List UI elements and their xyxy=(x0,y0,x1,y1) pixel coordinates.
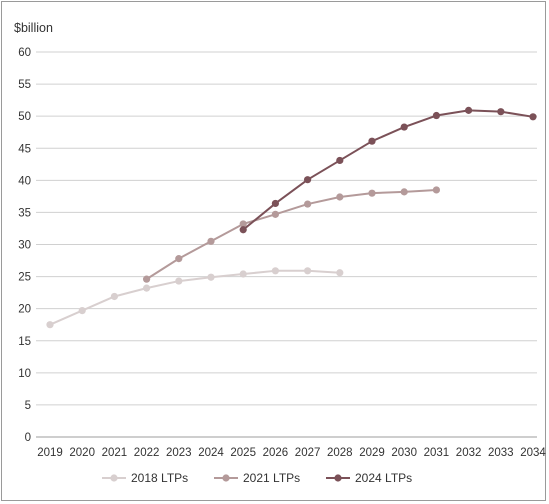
x-tick-label: 2032 xyxy=(456,447,482,459)
series-1 xyxy=(46,267,344,329)
x-tick-label: 2025 xyxy=(230,447,256,459)
data-point xyxy=(207,273,215,281)
legend-label: 2018 LTPs xyxy=(131,471,188,485)
x-tick-label: 2027 xyxy=(295,447,321,459)
data-point xyxy=(304,200,312,208)
legend-label: 2024 LTPs xyxy=(355,471,412,485)
y-tick-label: 35 xyxy=(18,207,31,219)
y-tick-label: 20 xyxy=(18,304,31,316)
x-tick-label: 2031 xyxy=(424,447,450,459)
data-point xyxy=(143,275,151,283)
x-tick-label: 2033 xyxy=(488,447,514,459)
data-point xyxy=(368,137,376,145)
y-tick-label: 50 xyxy=(18,111,31,123)
y-tick-label: 25 xyxy=(18,272,31,284)
data-point xyxy=(271,210,279,218)
y-tick-label: 55 xyxy=(18,79,31,91)
series-line xyxy=(49,269,340,326)
series-2 xyxy=(143,186,440,283)
x-tick-label: 2022 xyxy=(134,447,160,459)
data-point xyxy=(304,267,312,275)
data-point xyxy=(432,111,440,120)
x-tick-label: 2028 xyxy=(327,447,353,459)
y-tick-label: 40 xyxy=(18,175,31,187)
y-tick-label: 0 xyxy=(25,432,31,444)
legend-marker xyxy=(334,474,342,482)
data-point xyxy=(175,277,183,285)
legend-label: 2021 LTPs xyxy=(243,471,300,485)
series-line xyxy=(146,188,437,280)
data-point xyxy=(432,186,440,194)
y-tick-label: 10 xyxy=(18,368,31,380)
data-point xyxy=(207,237,215,245)
data-point xyxy=(400,188,408,196)
x-tick-label: 2023 xyxy=(166,447,192,459)
data-point xyxy=(336,269,344,277)
gridlines xyxy=(36,51,537,438)
legend: 2018 LTPs 2021 LTPs 2024 LTPs xyxy=(102,471,412,485)
x-tick-label: 2024 xyxy=(198,447,224,459)
data-point xyxy=(465,106,473,114)
y-axis-ticks: 0 5 10 15 20 25 30 35 40 45 50 55 60 xyxy=(18,47,31,444)
y-tick-label: 15 xyxy=(18,336,31,348)
data-point xyxy=(336,193,344,201)
x-axis-ticks: 2019 2020 2021 2022 2023 2024 2025 2026 2027 2028… xyxy=(37,447,546,459)
data-point xyxy=(239,220,247,228)
data-point xyxy=(368,189,376,197)
x-tick-label: 2029 xyxy=(359,447,385,459)
y-axis-unit-label: $billion xyxy=(14,21,53,35)
x-tick-label: 2020 xyxy=(69,447,95,459)
data-point xyxy=(239,226,247,234)
x-tick-label: 2021 xyxy=(102,447,128,459)
x-tick-label: 2030 xyxy=(391,447,417,459)
series-line xyxy=(242,109,534,231)
y-tick-label: 30 xyxy=(18,240,31,252)
data-point xyxy=(336,156,344,165)
data-point xyxy=(304,176,312,184)
data-point xyxy=(110,292,118,301)
series-3 xyxy=(239,106,537,234)
x-tick-label: 2026 xyxy=(263,447,289,459)
data-point xyxy=(400,123,408,131)
data-point xyxy=(175,255,183,263)
y-tick-label: 45 xyxy=(18,143,31,155)
legend-item: 2021 LTPs xyxy=(214,471,300,485)
data-point xyxy=(497,108,505,116)
legend-marker xyxy=(222,474,230,482)
data-point xyxy=(271,267,279,275)
data-point xyxy=(239,270,247,278)
data-point xyxy=(46,321,54,329)
data-point xyxy=(78,306,86,315)
y-tick-label: 5 xyxy=(25,400,31,412)
data-point xyxy=(529,113,537,121)
series-group xyxy=(46,106,537,329)
legend-item: 2018 LTPs xyxy=(102,471,188,485)
legend-marker xyxy=(110,474,118,482)
legend-item: 2024 LTPs xyxy=(326,471,412,485)
data-point xyxy=(143,284,151,292)
data-point xyxy=(271,199,279,208)
x-tick-label: 2019 xyxy=(37,447,63,459)
y-tick-label: 60 xyxy=(18,47,31,59)
x-tick-label: 2034 xyxy=(520,447,546,459)
